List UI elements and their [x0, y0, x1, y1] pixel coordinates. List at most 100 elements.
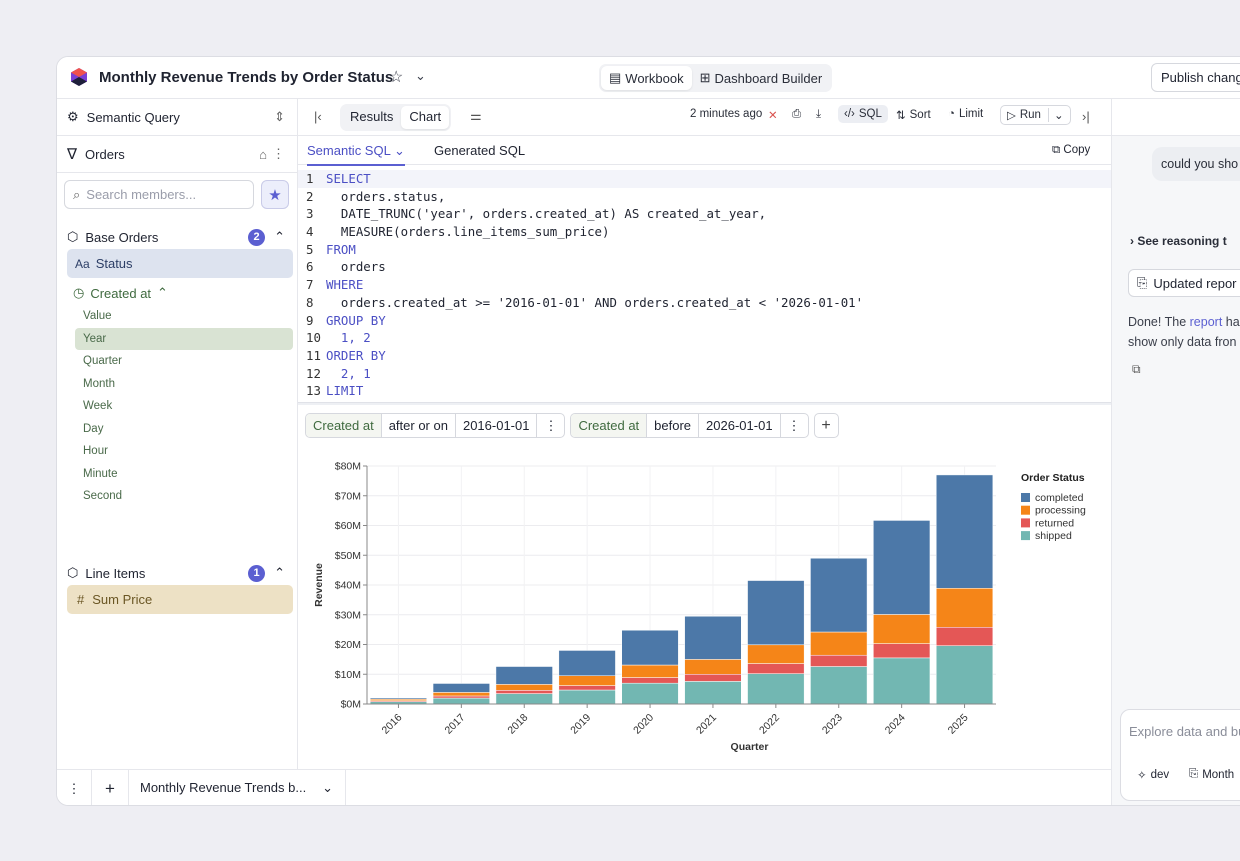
more-vertical-icon[interactable]: ⋮ [57, 770, 92, 805]
copy-sql-button[interactable]: ⧉ Copy [1052, 144, 1091, 156]
favorites-button[interactable]: ★ [261, 180, 289, 209]
filter-value[interactable]: 2016-01-01 [456, 414, 538, 437]
more-vertical-icon[interactable]: ⋮ [787, 417, 801, 433]
play-icon: ▷ [1007, 110, 1016, 122]
user-message: could you sho 2016 to 2026 [1152, 147, 1240, 181]
sql-toggle-button[interactable]: ‹/› SQL [838, 105, 888, 123]
bar-returned-2025 [935, 626, 994, 646]
chevron-up-icon[interactable]: ⌃ [274, 565, 285, 580]
granularity-item[interactable]: Second [83, 490, 123, 503]
bar-completed-2024 [873, 520, 931, 615]
more-vertical-icon[interactable]: ⋮ [544, 417, 558, 433]
cube-gear-icon: ⚙ [67, 109, 79, 124]
bar-shipped-2020 [621, 682, 679, 705]
settings-sliders-icon[interactable]: ⚌ [470, 108, 482, 123]
updated-report-card[interactable]: ⎘ Updated repor [1128, 269, 1240, 297]
bar-returned-2024 [873, 643, 931, 659]
favorite-star-icon[interactable]: ☆ [389, 69, 404, 86]
text-type-icon: Aa [75, 256, 90, 271]
chevron-up-icon[interactable]: ⌃ [157, 285, 168, 300]
filter-value[interactable]: 2026-01-01 [699, 414, 781, 437]
bar-completed-2023 [810, 557, 868, 633]
bar-completed-2022 [747, 580, 805, 646]
chevron-up-icon[interactable]: ⌃ [274, 229, 285, 244]
granularity-item[interactable]: Value [83, 310, 112, 323]
mode-workbook[interactable]: ▤ Workbook [601, 66, 692, 90]
bar-shipped-2022 [747, 673, 805, 705]
copy-message-icon[interactable]: ⧉ [1132, 362, 1141, 376]
code-line: 1 SELECT [298, 170, 1111, 188]
limit-button[interactable]: ◔ Limit [948, 108, 984, 120]
granularity-item[interactable]: Day [83, 422, 104, 435]
sort-button[interactable]: ⇅ Sort [896, 109, 931, 122]
filter-operator[interactable]: before [647, 414, 700, 437]
group-line-items[interactable]: ⬡ Line Items 1 ⌃ [57, 561, 297, 585]
x-axis-label: Quarter [731, 741, 769, 753]
cube-selector[interactable]: ∇ Orders ⌂ ⋮ [57, 136, 297, 173]
download-icon[interactable]: ⤓ [816, 108, 822, 120]
code-line: 10 1, 2 [306, 330, 371, 346]
tab-chart[interactable]: Chart [401, 106, 450, 129]
mode-dashboard-builder[interactable]: ⊞ Dashboard Builder [699, 70, 823, 86]
publish-button[interactable]: Publish chang [1151, 63, 1240, 92]
search-members-input[interactable]: ⌕ Search members... [64, 180, 254, 209]
run-button[interactable]: ▷ Run ⌄ [1000, 105, 1071, 125]
tab-report[interactable]: Monthly Revenue Trends b... ⌄ [129, 770, 346, 805]
bar-completed-2016 [369, 697, 428, 700]
granularity-item-selected[interactable]: Year [75, 327, 293, 350]
sql-editor[interactable]: 1 SELECT 2 orders.status, 3 DATE_TRUNC('y… [298, 170, 1111, 399]
collapse-left-icon[interactable]: |‹ [314, 109, 322, 124]
granularity-item[interactable]: Minute [83, 467, 118, 480]
y-tick-label: $10M [335, 669, 361, 681]
add-filter-button[interactable]: + [813, 413, 839, 438]
dimension-created-at[interactable]: ◷ Created at ⌃ [73, 285, 168, 301]
context-chip[interactable]: ⎘ Month [1189, 768, 1235, 781]
bar-shipped-2021 [684, 681, 742, 705]
bar-shipped-2025 [935, 645, 994, 705]
report-link[interactable]: report [1189, 315, 1223, 329]
filter-chip[interactable]: Created at after or on 2016-01-01 ⋮ [305, 413, 566, 438]
dimension-status[interactable]: Aa Status [67, 249, 293, 278]
code-line: 4 MEASURE(orders.line_items_sum_price) [306, 224, 610, 240]
more-vertical-icon[interactable]: ⋮ [272, 146, 285, 161]
filter-operator[interactable]: after or on [382, 414, 456, 437]
bar-returned-2017 [432, 695, 490, 699]
legend-swatch-completed [1021, 493, 1030, 502]
tab-semantic-sql[interactable]: Semantic SQL ⌄ [307, 143, 405, 166]
granularity-item[interactable]: Week [83, 400, 113, 413]
bar-processing-2025 [935, 588, 994, 628]
bar-completed-2020 [621, 629, 679, 666]
semantic-query-selector[interactable]: ⚙ Semantic Query ⇕ [57, 99, 297, 136]
last-run-timestamp: 2 minutes ago [690, 108, 763, 120]
file-search-icon[interactable]: ⎙ [792, 108, 802, 120]
run-options-chevron-icon[interactable]: ⌄ [1047, 108, 1064, 122]
filter-chip[interactable]: Created at before 2026-01-01 ⋮ [570, 413, 809, 438]
chevron-down-icon[interactable]: ⌄ [322, 779, 333, 795]
bar-shipped-2018 [495, 693, 553, 705]
group-base-orders[interactable]: ⬡ Base Orders 2 ⌃ [57, 225, 297, 249]
bar-processing-2018 [495, 684, 553, 691]
x-tick-label: 2024 [883, 712, 908, 737]
bar-processing-2023 [810, 631, 868, 656]
refresh-off-icon[interactable]: ✕ [768, 110, 778, 122]
title-chevron-down-icon[interactable]: ⌄ [415, 68, 426, 83]
legend-swatch-shipped [1021, 531, 1030, 541]
building-icon[interactable]: ⌂ [259, 146, 267, 162]
granularity-item[interactable]: Hour [83, 445, 108, 458]
granularity-item[interactable]: Month [83, 377, 115, 390]
tab-results[interactable]: Results [350, 109, 394, 124]
add-tab-button[interactable]: + [92, 770, 129, 805]
collapse-right-icon[interactable]: ›| [1082, 109, 1090, 124]
x-tick-label: 2025 [946, 712, 971, 737]
code-line: 5 FROM [306, 241, 356, 257]
see-reasoning-toggle[interactable]: › See reasoning t [1130, 234, 1227, 248]
filter-field[interactable]: Created at [571, 414, 648, 437]
agent-selector[interactable]: ✧ dev [1137, 769, 1170, 782]
panel-resize-handle[interactable] [298, 402, 1111, 405]
tab-generated-sql[interactable]: Generated SQL [434, 143, 526, 158]
measure-sum-price[interactable]: # Sum Price [67, 585, 293, 614]
legend-label-completed: completed [1035, 492, 1084, 504]
filter-field[interactable]: Created at [306, 414, 382, 437]
granularity-item[interactable]: Quarter [83, 355, 122, 368]
chat-input[interactable]: Explore data and bu ✧ dev ⎘ Month [1120, 709, 1240, 801]
